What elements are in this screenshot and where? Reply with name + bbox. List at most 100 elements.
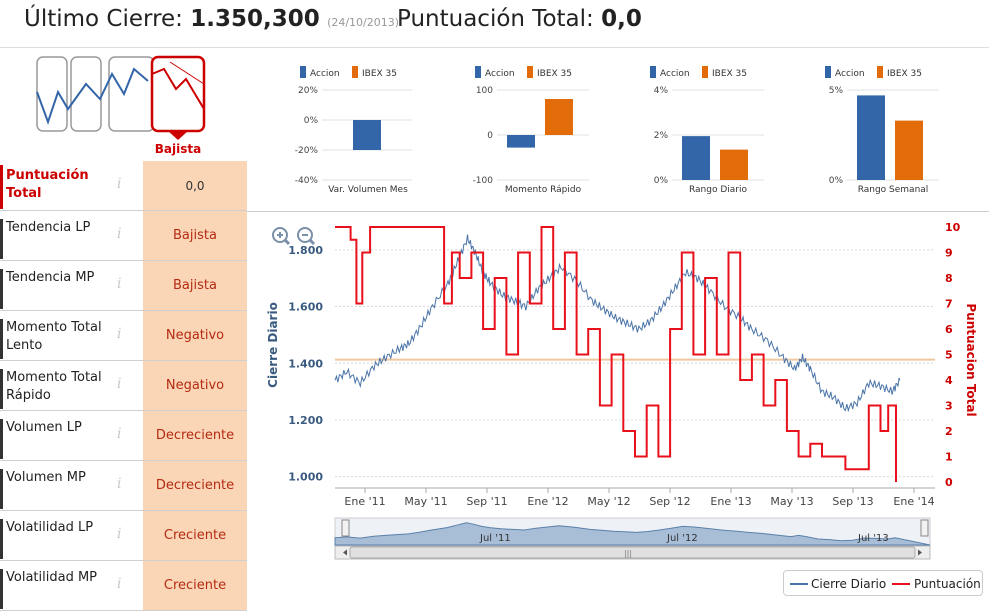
last-close-value: 1.350,300 — [190, 6, 320, 32]
scrollbar-thumb[interactable] — [349, 546, 916, 559]
scroll-grip-icon[interactable]: ||| — [624, 549, 632, 558]
info-icon[interactable]: i — [117, 576, 122, 592]
info-icon[interactable]: i — [117, 226, 122, 242]
navigator-handle-left[interactable] — [341, 519, 350, 537]
signal-frame-2 — [70, 56, 102, 132]
bar-accion[interactable] — [682, 136, 710, 180]
y2-tick-label: 2 — [945, 425, 953, 438]
indicator-value: Negativo — [143, 361, 247, 410]
total-score: Puntuación Total: 0,0 — [397, 6, 642, 32]
legend-score-label[interactable]: Puntuación — [914, 577, 981, 591]
row-divider — [0, 210, 247, 211]
indicator-row: Tendencia LP i Bajista — [0, 211, 247, 261]
x-tick-label: Sep '12 — [649, 495, 690, 508]
zoom-out-icon[interactable] — [297, 227, 316, 246]
legend-close-label[interactable]: Cierre Diario — [811, 577, 887, 591]
row-divider — [0, 460, 247, 461]
y2-tick-label: 0 — [945, 476, 953, 489]
navigator-handle-right[interactable] — [920, 519, 929, 537]
info-icon[interactable]: i — [117, 326, 122, 342]
y-tick-label: 100 — [476, 86, 493, 96]
bar-accion[interactable] — [353, 120, 381, 150]
signal-frame-3 — [108, 56, 155, 132]
legend-close-swatch — [790, 583, 808, 585]
info-icon[interactable]: i — [117, 276, 122, 292]
y-tick-label: 1.000 — [288, 471, 323, 484]
info-icon[interactable]: i — [117, 476, 122, 492]
info-icon[interactable]: i — [117, 426, 122, 442]
row-divider — [0, 510, 247, 511]
legend-ibex-label: IBEX 35 — [887, 69, 922, 79]
info-icon[interactable]: i — [117, 526, 122, 542]
series-puntuacion[interactable] — [335, 226, 897, 482]
indicator-label: Volumen MP — [6, 470, 86, 485]
x-tick-label: Ene '13 — [710, 495, 751, 508]
last-close-label: Último Cierre: — [24, 6, 183, 32]
legend-accion-swatch — [825, 66, 831, 78]
indicator-row: Momento Total Rápido i Negativo — [0, 361, 247, 411]
x-tick-label: Ene '14 — [893, 495, 934, 508]
indicator-label: Momento Total Lento — [6, 320, 102, 353]
navigator-tick-label: Jul '13 — [857, 533, 889, 544]
navigator[interactable]: Jul '11 Jul '12 Jul '13 — [334, 517, 931, 546]
last-close-date: (24/10/2013) — [327, 16, 400, 29]
legend-accion-swatch — [650, 66, 656, 78]
series-cierre-diario[interactable] — [334, 234, 901, 413]
x-tick-label: Sep '11 — [466, 495, 507, 508]
y2-tick-label: 4 — [945, 374, 953, 387]
y-tick-label: 4% — [654, 86, 669, 96]
legend-accion-swatch — [475, 66, 481, 78]
mini-chart-volumen: Accion IBEX 35 20% 0% -20% -40% Var. Volumen M… — [295, 66, 412, 195]
indicator-value: Creciente — [143, 511, 247, 560]
info-icon[interactable]: i — [117, 176, 122, 192]
x-tick-label: May '13 — [770, 495, 813, 508]
legend-ibex-swatch — [352, 66, 358, 78]
y-tick-label: 20% — [298, 86, 318, 96]
row-marker — [0, 369, 3, 409]
indicator-row: Volatilidad LP i Creciente — [0, 511, 247, 561]
bar-accion[interactable] — [507, 135, 535, 148]
y-tick-label: -20% — [295, 146, 319, 156]
signal-label: Bajista — [155, 142, 201, 156]
row-marker — [0, 165, 3, 209]
indicator-row: Momento Total Lento i Negativo — [0, 311, 247, 361]
x-axis-label: Var. Volumen Mes — [328, 185, 408, 195]
legend-accion-label: Accion — [485, 69, 515, 79]
indicator-value: Bajista — [143, 211, 247, 260]
y-axis-title: Cierre Diario — [266, 302, 280, 388]
indicator-row: Volumen MP i Decreciente — [0, 461, 247, 511]
indicator-value: Bajista — [143, 261, 247, 310]
row-divider — [0, 410, 247, 411]
mini-chart-momento: Accion IBEX 35 100 0 -100 Momento Rápido — [473, 66, 589, 195]
bar-ibex[interactable] — [895, 120, 923, 180]
legend-ibex-label: IBEX 35 — [537, 69, 572, 79]
bar-accion[interactable] — [857, 95, 885, 180]
indicator-value: Decreciente — [143, 461, 247, 510]
y-tick-label: 0% — [829, 176, 844, 186]
navigator-tick-label: Jul '12 — [666, 533, 698, 544]
x-axis-label: Momento Rápido — [505, 185, 582, 195]
row-divider — [0, 610, 247, 611]
bar-ibex[interactable] — [545, 99, 573, 135]
info-icon[interactable]: i — [117, 376, 122, 392]
legend-ibex-label: IBEX 35 — [712, 69, 747, 79]
indicator-row: Puntuación Total i 0,0 — [0, 161, 247, 211]
row-marker — [0, 519, 3, 559]
row-divider — [0, 260, 247, 261]
y-tick-label: 1.400 — [288, 357, 323, 370]
y2-tick-label: 3 — [945, 400, 953, 413]
header: Último Cierre: 1.350,300 (24/10/2013) Pu… — [0, 0, 989, 48]
legend-accion-label: Accion — [660, 69, 690, 79]
total-score-label: Puntuación Total: — [397, 6, 594, 32]
bar-ibex[interactable] — [720, 149, 748, 180]
indicator-value: Creciente — [143, 561, 247, 610]
y-tick-label: 1.600 — [288, 301, 323, 314]
x-tick-label: May '12 — [587, 495, 630, 508]
y2-tick-label: 6 — [945, 323, 953, 336]
zoom-in-icon[interactable] — [272, 227, 291, 246]
x-tick-label: Ene '12 — [527, 495, 568, 508]
legend-ibex-swatch — [702, 66, 708, 78]
scroll-right-icon[interactable] — [918, 549, 922, 556]
scroll-left-icon[interactable] — [343, 549, 347, 556]
x-tick-label: Ene '11 — [344, 495, 385, 508]
